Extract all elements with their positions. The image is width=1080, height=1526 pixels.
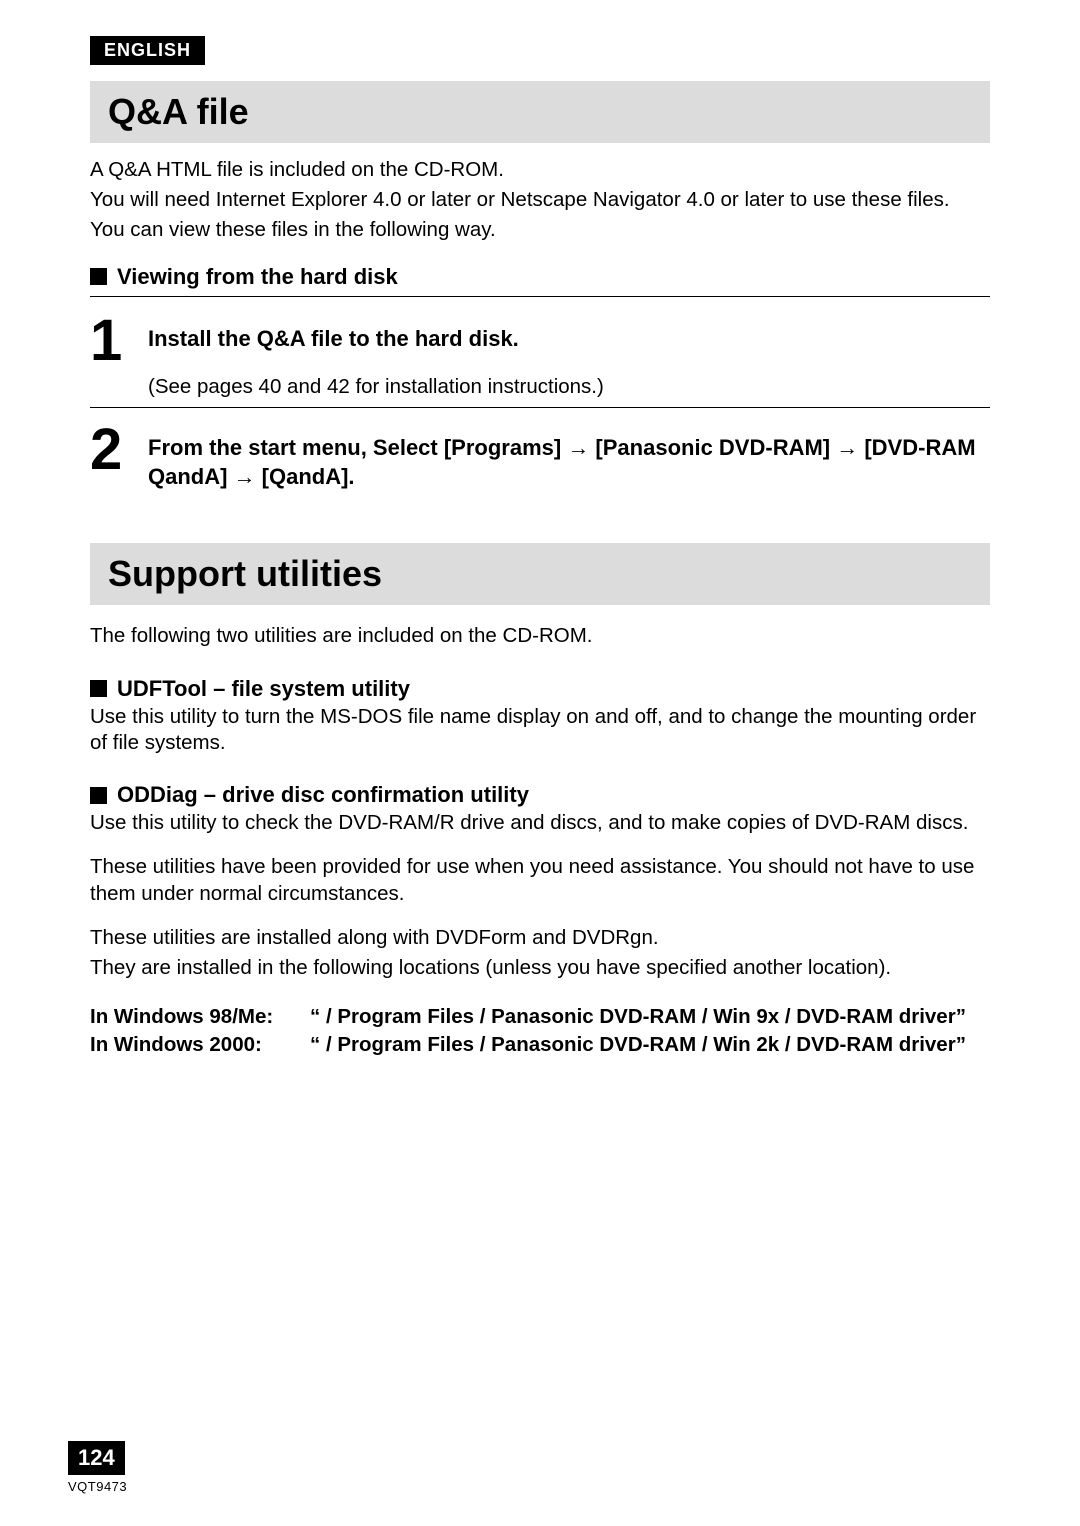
- utility-1-desc: Use this utility to turn the MS-DOS file…: [90, 704, 990, 756]
- step-2: 2 From the start menu, Select [Programs]…: [90, 424, 990, 491]
- document-id: VQT9473: [68, 1479, 127, 1494]
- section-title-qa: Q&A file: [90, 81, 990, 143]
- step-body: Install the Q&A file to the hard disk. (…: [148, 315, 990, 400]
- divider: [90, 296, 990, 297]
- step-1-note: (See pages 40 and 42 for installation in…: [148, 375, 990, 399]
- section-title-support: Support utilities: [90, 543, 990, 605]
- utility-2-heading-text: ODDiag – drive disc confirmation utility: [117, 782, 529, 808]
- location-row-1: In Windows 98/Me: “ / Program Files / Pa…: [90, 1003, 990, 1031]
- utility-1-heading: UDFTool – file system utility: [90, 676, 990, 702]
- utility-2-desc: Use this utility to check the DVD-RAM/R …: [90, 810, 990, 836]
- support-note-2a: These utilities are installed along with…: [90, 925, 990, 951]
- location-label-1: In Windows 98/Me:: [90, 1003, 310, 1031]
- support-note-1: These utilities have been provided for u…: [90, 854, 990, 906]
- support-note-2b: They are installed in the following loca…: [90, 955, 990, 981]
- divider: [90, 407, 990, 408]
- install-locations: In Windows 98/Me: “ / Program Files / Pa…: [90, 1003, 990, 1058]
- qa-intro-line-3: You can view these files in the followin…: [90, 217, 990, 243]
- step-2-title: From the start menu, Select [Programs] →…: [148, 434, 990, 491]
- page-footer: 124 VQT9473: [68, 1441, 127, 1494]
- square-bullet-icon: [90, 680, 107, 697]
- utility-1-heading-text: UDFTool – file system utility: [117, 676, 410, 702]
- qa-subheading-text: Viewing from the hard disk: [117, 264, 398, 290]
- location-label-2: In Windows 2000:: [90, 1031, 310, 1059]
- utility-2-heading: ODDiag – drive disc confirmation utility: [90, 782, 990, 808]
- step-1: 1 Install the Q&A file to the hard disk.…: [90, 315, 990, 400]
- location-path-1: “ / Program Files / Panasonic DVD-RAM / …: [310, 1003, 966, 1031]
- location-row-2: In Windows 2000: “ / Program Files / Pan…: [90, 1031, 990, 1059]
- page-number-badge: 124: [68, 1441, 125, 1475]
- location-path-2: “ / Program Files / Panasonic DVD-RAM / …: [310, 1031, 966, 1059]
- step-number: 2: [90, 424, 130, 476]
- step-number: 1: [90, 315, 130, 367]
- step-1-title: Install the Q&A file to the hard disk.: [148, 325, 990, 354]
- language-badge: ENGLISH: [90, 36, 205, 65]
- square-bullet-icon: [90, 268, 107, 285]
- square-bullet-icon: [90, 787, 107, 804]
- qa-subheading: Viewing from the hard disk: [90, 264, 990, 290]
- support-intro: The following two utilities are included…: [90, 623, 990, 649]
- qa-intro-line-1: A Q&A HTML file is included on the CD-RO…: [90, 157, 990, 183]
- step-body: From the start menu, Select [Programs] →…: [148, 424, 990, 491]
- qa-intro-line-2: You will need Internet Explorer 4.0 or l…: [90, 187, 990, 213]
